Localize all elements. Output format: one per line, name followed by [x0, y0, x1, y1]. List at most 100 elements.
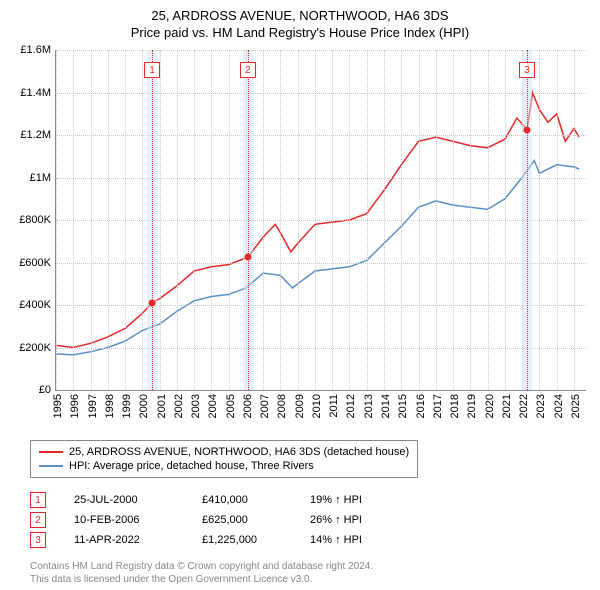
transaction-row: 1 25-JUL-2000 £410,000 19% ↑ HPI	[30, 490, 362, 510]
gridline-h	[56, 348, 586, 349]
transaction-marker: 2	[240, 62, 256, 78]
series-line	[56, 161, 579, 355]
gridline-v	[280, 50, 281, 390]
gridline-v	[401, 50, 402, 390]
transaction-delta: 19% ↑ HPI	[310, 494, 362, 506]
gridline-v	[384, 50, 385, 390]
gridline-v	[263, 50, 264, 390]
transaction-delta: 14% ↑ HPI	[310, 534, 362, 546]
gridline-h	[56, 263, 586, 264]
x-axis-label: 2008	[276, 394, 288, 418]
y-axis-label: £800K	[19, 214, 51, 226]
transaction-row: 3 11-APR-2022 £1,225,000 14% ↑ HPI	[30, 530, 362, 550]
transaction-row-marker: 1	[30, 492, 46, 508]
gridline-v	[315, 50, 316, 390]
gridline-h	[56, 178, 586, 179]
transaction-price: £625,000	[202, 514, 282, 526]
gridline-v	[56, 50, 57, 390]
gridline-v	[574, 50, 575, 390]
y-axis-label: £1.4M	[20, 87, 51, 99]
transaction-price: £1,225,000	[202, 534, 282, 546]
gridline-v	[367, 50, 368, 390]
transaction-dot	[523, 126, 530, 133]
transaction-vline	[527, 50, 528, 390]
chart-title: 25, ARDROSS AVENUE, NORTHWOOD, HA6 3DS P…	[0, 0, 600, 42]
x-axis-label: 2020	[484, 394, 496, 418]
chart-container: 25, ARDROSS AVENUE, NORTHWOOD, HA6 3DS P…	[0, 0, 600, 590]
x-axis-label: 2016	[415, 394, 427, 418]
gridline-v	[229, 50, 230, 390]
transaction-table: 125-JUL-2000£410,00019% ↑ HPI210-FEB-200…	[30, 490, 362, 550]
plot-area: £0£200K£400K£600K£800K£1M£1.2M£1.4M£1.6M…	[55, 50, 586, 391]
y-axis-label: £1M	[30, 172, 51, 184]
gridline-h	[56, 93, 586, 94]
x-axis-label: 1996	[69, 394, 81, 418]
gridline-h	[56, 135, 586, 136]
gridline-v	[453, 50, 454, 390]
gridline-v	[194, 50, 195, 390]
transaction-dot	[148, 299, 155, 306]
gridline-v	[160, 50, 161, 390]
gridline-v	[488, 50, 489, 390]
x-axis-label: 1998	[104, 394, 116, 418]
x-axis-label: 2011	[328, 394, 340, 418]
legend: 25, ARDROSS AVENUE, NORTHWOOD, HA6 3DS (…	[30, 440, 418, 478]
legend-swatch	[39, 451, 63, 453]
legend-label: 25, ARDROSS AVENUE, NORTHWOOD, HA6 3DS (…	[69, 446, 409, 458]
x-axis-label: 1999	[121, 394, 133, 418]
transaction-date: 11-APR-2022	[74, 534, 174, 546]
gridline-h	[56, 305, 586, 306]
x-axis-label: 2025	[570, 394, 582, 418]
footer-line1: Contains HM Land Registry data © Crown c…	[30, 560, 373, 573]
transaction-row-marker: 2	[30, 512, 46, 528]
y-axis-label: £0	[39, 384, 51, 396]
gridline-h	[56, 50, 586, 51]
x-axis-label: 2015	[397, 394, 409, 418]
x-axis-label: 2001	[156, 394, 168, 418]
gridline-v	[539, 50, 540, 390]
x-axis-label: 2019	[466, 394, 478, 418]
transaction-delta: 26% ↑ HPI	[310, 514, 362, 526]
x-axis-label: 2007	[259, 394, 271, 418]
transaction-price: £410,000	[202, 494, 282, 506]
gridline-v	[470, 50, 471, 390]
transaction-marker: 3	[519, 62, 535, 78]
gridline-v	[125, 50, 126, 390]
y-axis-label: £400K	[19, 299, 51, 311]
footer-line2: This data is licensed under the Open Gov…	[30, 573, 373, 586]
gridline-v	[557, 50, 558, 390]
transaction-row-marker: 3	[30, 532, 46, 548]
x-axis-label: 2013	[363, 394, 375, 418]
gridline-v	[142, 50, 143, 390]
legend-item: 25, ARDROSS AVENUE, NORTHWOOD, HA6 3DS (…	[39, 445, 409, 459]
gridline-h	[56, 220, 586, 221]
y-axis-label: £1.2M	[20, 129, 51, 141]
transaction-date: 25-JUL-2000	[74, 494, 174, 506]
x-axis-label: 2018	[449, 394, 461, 418]
y-axis-label: £1.6M	[20, 44, 51, 56]
y-axis-label: £600K	[19, 257, 51, 269]
y-axis-label: £200K	[19, 342, 51, 354]
x-axis-label: 2005	[225, 394, 237, 418]
gridline-v	[298, 50, 299, 390]
legend-item: HPI: Average price, detached house, Thre…	[39, 459, 409, 473]
gridline-v	[108, 50, 109, 390]
title-line1: 25, ARDROSS AVENUE, NORTHWOOD, HA6 3DS	[0, 8, 600, 25]
gridline-v	[436, 50, 437, 390]
x-axis-label: 2012	[345, 394, 357, 418]
legend-label: HPI: Average price, detached house, Thre…	[69, 460, 314, 472]
gridline-v	[419, 50, 420, 390]
legend-swatch	[39, 465, 63, 467]
gridline-v	[177, 50, 178, 390]
x-axis-label: 2009	[294, 394, 306, 418]
x-axis-label: 1997	[87, 394, 99, 418]
transaction-row: 210-FEB-2006£625,00026% ↑ HPI	[30, 510, 362, 530]
gridline-v	[505, 50, 506, 390]
attribution-footer: Contains HM Land Registry data © Crown c…	[30, 560, 373, 586]
x-axis-label: 2010	[311, 394, 323, 418]
transaction-dot	[244, 254, 251, 261]
x-axis-label: 2002	[173, 394, 185, 418]
x-axis-label: 1995	[52, 394, 64, 418]
transaction-marker: 1	[144, 62, 160, 78]
x-axis-label: 2003	[190, 394, 202, 418]
